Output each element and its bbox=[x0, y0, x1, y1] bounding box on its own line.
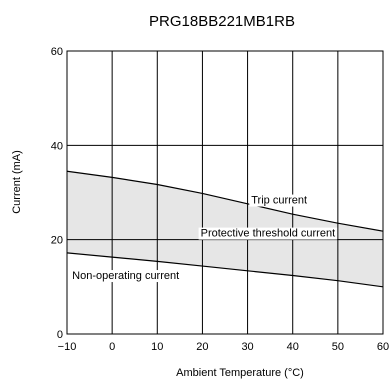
y-tick-label: 0 bbox=[57, 329, 63, 341]
chart-title: PRG18BB221MB1RB bbox=[149, 13, 295, 30]
x-tick-label: 60 bbox=[377, 341, 389, 353]
annotation-label: Non-operating current bbox=[72, 270, 179, 282]
annotation-label: Protective threshold current bbox=[201, 228, 336, 240]
y-tick-label: 60 bbox=[51, 46, 63, 58]
x-tick-label: 20 bbox=[196, 341, 208, 353]
y-axis-title: Current (mA) bbox=[11, 150, 23, 214]
y-tick-label: 20 bbox=[51, 235, 63, 247]
y-tick-label: 40 bbox=[51, 140, 63, 152]
x-axis-title: Ambient Temperature (°C) bbox=[176, 367, 304, 379]
x-tick-label: 40 bbox=[287, 341, 299, 353]
x-tick-label: 50 bbox=[332, 341, 344, 353]
x-tick-label: 0 bbox=[109, 341, 115, 353]
x-tick-label: 10 bbox=[151, 341, 163, 353]
annotation-label: Trip current bbox=[251, 195, 307, 207]
x-tick-label: 30 bbox=[241, 341, 253, 353]
x-tick-label: −10 bbox=[58, 341, 77, 353]
